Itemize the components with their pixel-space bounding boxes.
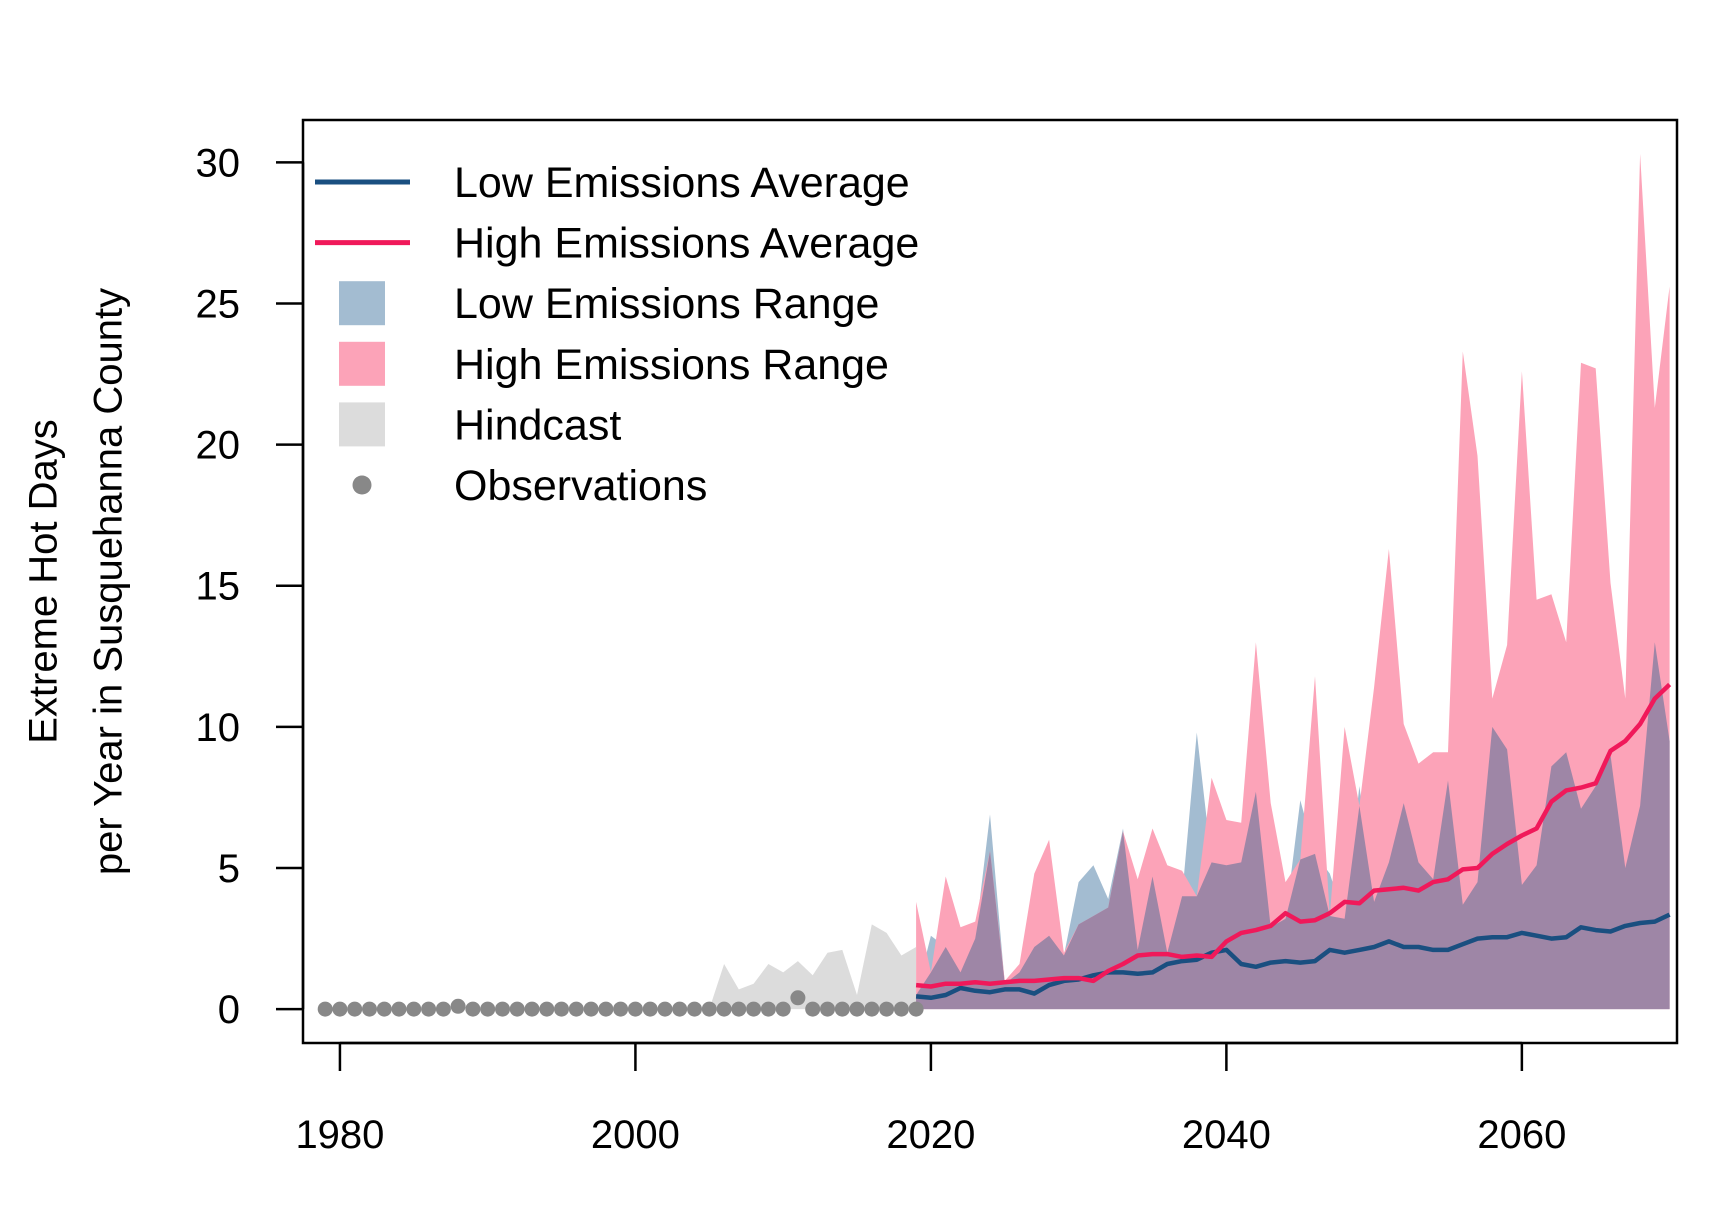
observation-point bbox=[879, 1001, 895, 1017]
observation-point bbox=[509, 1001, 525, 1017]
observation-point bbox=[908, 1001, 924, 1017]
observation-point bbox=[642, 1001, 658, 1017]
x-axis: 1980 2000 2020 2040 2060 bbox=[295, 1041, 1566, 1157]
observation-point bbox=[790, 990, 806, 1006]
observation-point bbox=[539, 1001, 555, 1017]
observation-point bbox=[406, 1001, 422, 1017]
legend-label: Hindcast bbox=[454, 401, 621, 449]
y-tick-label: 25 bbox=[196, 282, 241, 326]
legend-label: Low Emissions Average bbox=[454, 159, 910, 207]
y-axis-title-line: per Year in Susquehanna County bbox=[87, 288, 131, 875]
observation-point bbox=[317, 1001, 333, 1017]
x-tick-label: 2000 bbox=[591, 1113, 680, 1157]
plot-area bbox=[317, 153, 1672, 1017]
x-tick-label: 1980 bbox=[295, 1113, 384, 1157]
legend-box-swatch bbox=[339, 402, 385, 447]
low-emissions-average-line bbox=[915, 912, 1671, 1001]
legend: Low Emissions Average High Emissions Aver… bbox=[315, 159, 919, 510]
observation-point bbox=[347, 1001, 363, 1017]
observation-point bbox=[893, 1001, 909, 1017]
y-tick-label: 15 bbox=[196, 565, 241, 609]
observation-point bbox=[332, 1001, 348, 1017]
legend-point-swatch bbox=[352, 475, 372, 495]
observation-point bbox=[421, 1001, 437, 1017]
observation-point bbox=[731, 1001, 747, 1017]
observation-point bbox=[716, 1001, 732, 1017]
legend-box-swatch bbox=[339, 341, 385, 386]
observation-point bbox=[450, 998, 466, 1014]
observation-point bbox=[435, 1001, 451, 1017]
observation-point bbox=[598, 1001, 614, 1017]
legend-label: Observations bbox=[454, 462, 707, 510]
y-tick-label: 5 bbox=[218, 847, 240, 891]
y-axis: 0 5 10 15 20 25 30 bbox=[196, 141, 305, 1032]
observation-point bbox=[687, 1001, 702, 1017]
observation-point bbox=[391, 1001, 407, 1017]
observation-point bbox=[849, 1001, 865, 1017]
range-overlap-band bbox=[916, 642, 1670, 1010]
observation-point bbox=[613, 1001, 629, 1017]
observation-point bbox=[805, 1001, 821, 1017]
y-tick-label: 10 bbox=[196, 706, 241, 750]
observation-point bbox=[583, 1001, 599, 1017]
observation-point bbox=[465, 1001, 481, 1017]
legend-label: High Emissions Average bbox=[454, 220, 919, 268]
legend-box-swatch bbox=[339, 281, 385, 326]
y-tick-label: 0 bbox=[218, 988, 240, 1032]
observation-point bbox=[672, 1001, 688, 1017]
observation-point bbox=[376, 1001, 392, 1017]
legend-label: Low Emissions Range bbox=[454, 280, 879, 328]
hindcast-band bbox=[709, 924, 917, 1010]
y-axis-title-line: Extreme Hot Days bbox=[22, 419, 66, 744]
observation-point bbox=[554, 1001, 569, 1017]
observation-point bbox=[746, 1001, 762, 1017]
observation-point bbox=[568, 1001, 584, 1017]
legend-label: High Emissions Range bbox=[454, 341, 889, 389]
observation-point bbox=[834, 1001, 850, 1017]
observation-point bbox=[627, 1001, 643, 1017]
observation-point bbox=[524, 1001, 540, 1017]
observation-point bbox=[701, 1001, 717, 1017]
observation-point bbox=[362, 1001, 377, 1017]
observation-point bbox=[760, 1001, 776, 1017]
observation-point bbox=[775, 1001, 791, 1017]
high-emissions-range-band bbox=[916, 153, 1670, 1010]
observation-point bbox=[864, 1001, 880, 1017]
observation-point bbox=[480, 1001, 496, 1017]
high-emissions-average-line bbox=[915, 682, 1672, 989]
y-tick-label: 30 bbox=[196, 141, 241, 185]
x-tick-label: 2040 bbox=[1182, 1113, 1271, 1157]
observation-point bbox=[657, 1001, 673, 1017]
observation-point bbox=[820, 1001, 835, 1017]
y-tick-label: 20 bbox=[196, 424, 241, 468]
observation-point bbox=[495, 1001, 510, 1017]
y-axis-title: Extreme Hot Days per Year in Susquehanna … bbox=[22, 288, 131, 875]
x-tick-label: 2020 bbox=[886, 1113, 975, 1157]
x-tick-label: 2060 bbox=[1477, 1113, 1566, 1157]
